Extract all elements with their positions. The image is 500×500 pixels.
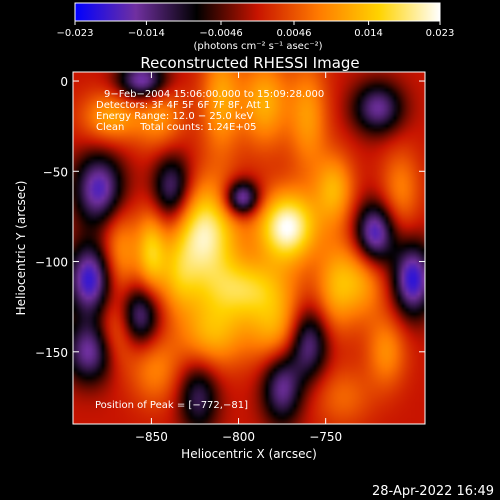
colorbar-tick-label: 0.023: [426, 28, 455, 39]
colorbar: [74, 2, 441, 22]
y-tick-label: −50: [43, 165, 68, 179]
x-axis-label: Heliocentric X (arcsec): [181, 447, 317, 461]
colorbar-ticks: −0.023 −0.014 −0.0046 0.0046 0.014 0.023: [56, 21, 454, 39]
colorbar-unit-label: (photons cm⁻² s⁻¹ asec⁻²): [193, 41, 322, 52]
y-axis-label: Heliocentric Y (arcsec): [14, 181, 28, 316]
annotation-detectors: Detectors: 3F 4F 5F 6F 7F 8F, Att 1: [96, 100, 270, 111]
plot-frame: [72, 71, 426, 425]
colorbar-tick-label: −0.0046: [199, 28, 242, 39]
peak-position-label: Position of Peak = [−772,−81]: [95, 400, 248, 411]
annotation-time-range: 9−Feb−2004 15:06:00.000 to 15:09:28.000: [104, 89, 324, 100]
y-tick-label: 0: [60, 75, 68, 89]
colorbar-tick-label: −0.023: [56, 28, 93, 39]
axis-ticks: −850 −800 −750 0 −50 −100 −150: [35, 72, 425, 444]
annotation-total-counts: Clean Total counts: 1.24E+05: [96, 122, 256, 133]
x-tick-label: −800: [222, 430, 255, 444]
chart-title: Reconstructed RHESSI Image: [140, 54, 359, 72]
y-tick-label: −100: [35, 256, 68, 270]
colorbar-tick-label: −0.014: [128, 28, 165, 39]
x-tick-label: −850: [135, 430, 168, 444]
annotation-energy-range: Energy Range: 12.0 − 25.0 keV: [96, 111, 253, 122]
x-tick-label: −750: [309, 430, 342, 444]
y-tick-label: −150: [35, 346, 68, 360]
heatmap-image: [73, 72, 425, 424]
colorbar-tick-label: 0.0046: [277, 28, 312, 39]
footer-timestamp: 28-Apr-2022 16:49: [372, 484, 494, 499]
colorbar-tick-label: 0.014: [354, 28, 383, 39]
